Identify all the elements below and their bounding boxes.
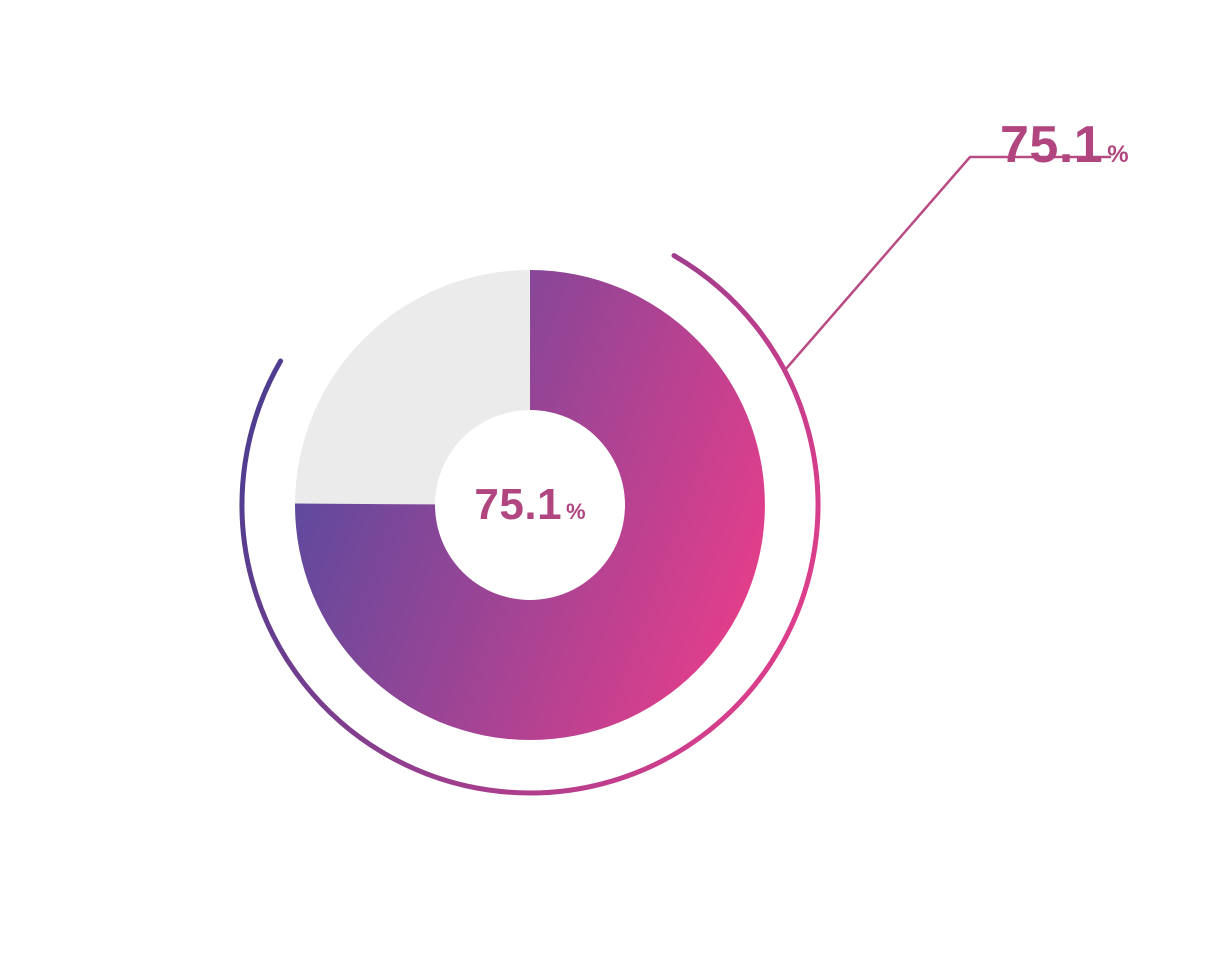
callout-leader-group bbox=[785, 157, 1110, 370]
chart-stage: 75.1 % 75.1 % bbox=[0, 0, 1225, 980]
callout-percent-value: 75.1 bbox=[1000, 115, 1103, 175]
center-percent-symbol: % bbox=[566, 499, 586, 525]
center-percent-value: 75.1 bbox=[474, 480, 562, 530]
donut-empty-slice bbox=[295, 270, 530, 504]
callout-leader-line bbox=[785, 157, 1110, 370]
center-percent-label: 75.1 % bbox=[474, 480, 585, 530]
callout-percent-symbol: % bbox=[1107, 141, 1128, 169]
donut-filled-slice bbox=[295, 504, 530, 740]
callout-percent-label: 75.1 % bbox=[1000, 115, 1129, 175]
